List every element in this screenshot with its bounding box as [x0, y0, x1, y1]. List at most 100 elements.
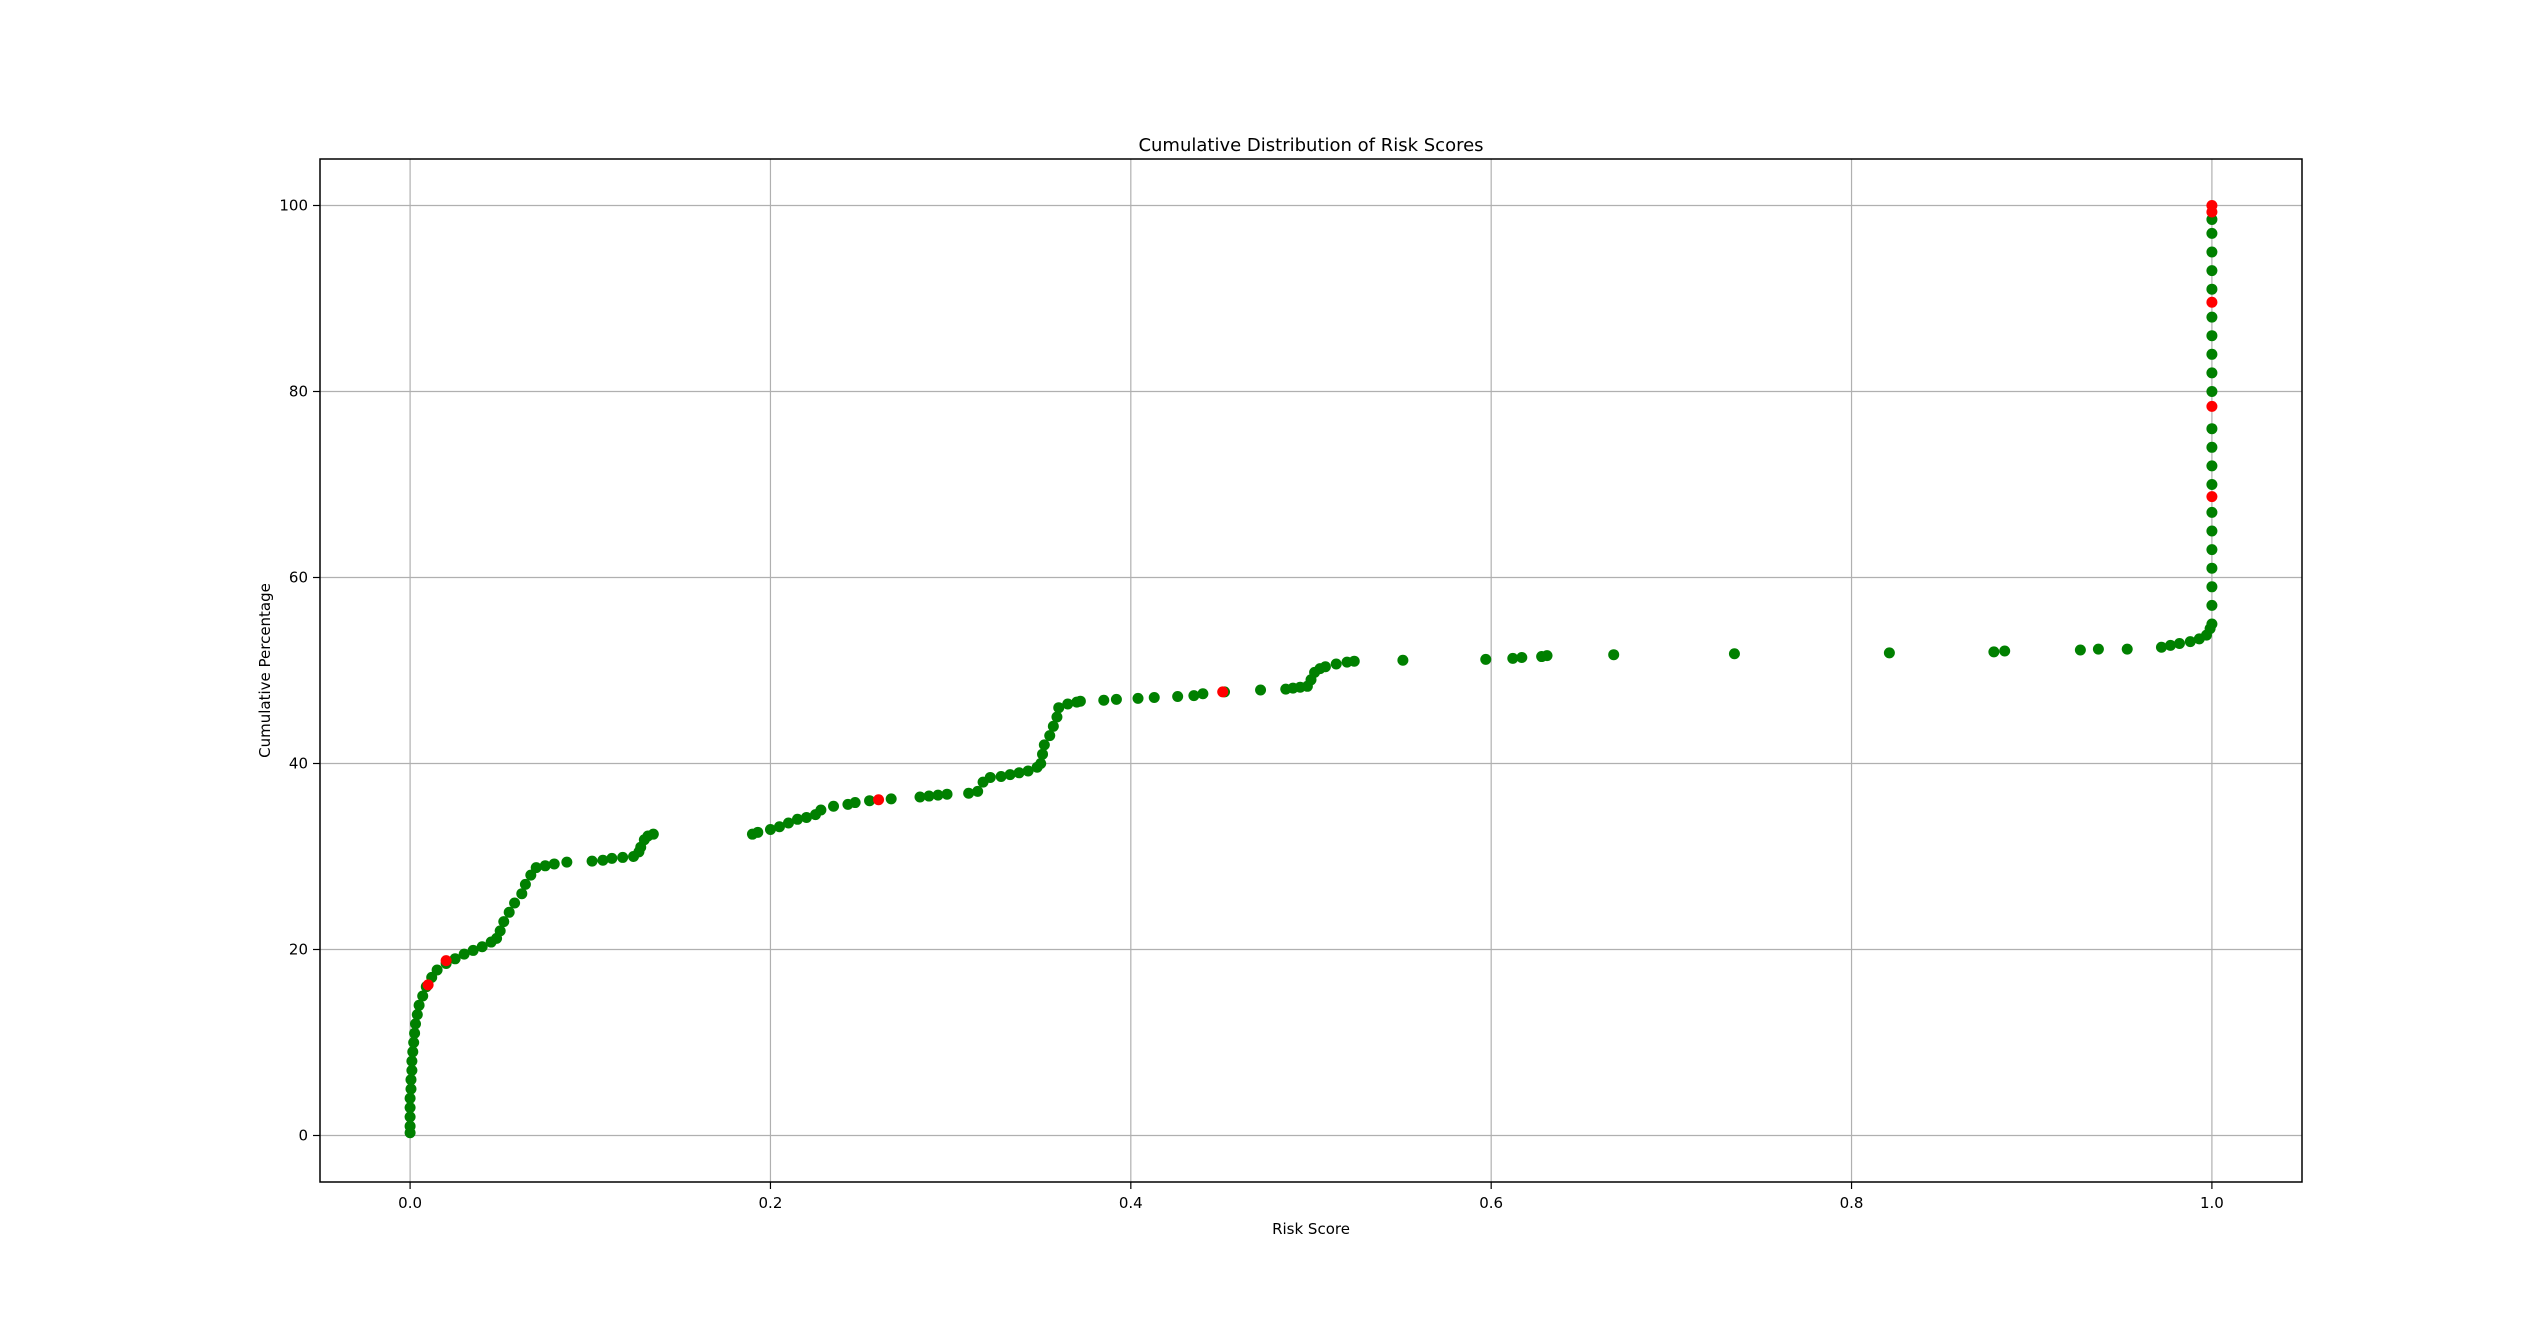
green-data-point — [2206, 506, 2218, 518]
green-data-point — [914, 791, 926, 803]
green-data-point — [2206, 618, 2218, 630]
green-data-point — [1022, 765, 1034, 777]
green-data-point — [885, 793, 897, 805]
red-data-point — [422, 979, 434, 991]
green-data-point — [1319, 661, 1331, 673]
green-data-point — [800, 811, 812, 823]
green-data-point — [773, 821, 785, 833]
green-data-point — [2206, 423, 2218, 435]
grid-lines — [320, 159, 2302, 1182]
green-data-point — [449, 953, 461, 965]
green-data-point — [2206, 246, 2218, 258]
green-data-point — [503, 906, 515, 918]
green-data-point — [1074, 695, 1086, 707]
green-data-point — [1516, 651, 1528, 663]
green-data-point — [2206, 367, 2218, 379]
green-data-point — [597, 854, 609, 866]
green-data-point — [1397, 654, 1409, 666]
y-tick-label: 20 — [289, 941, 308, 959]
green-data-point — [764, 824, 776, 836]
x-axis-label: Risk Score — [1272, 1220, 1350, 1238]
green-data-point — [404, 1092, 416, 1104]
green-data-point — [828, 800, 840, 812]
green-data-point — [586, 855, 598, 867]
green-data-point — [2173, 638, 2185, 650]
green-data-point — [1038, 739, 1050, 751]
green-data-point — [2206, 562, 2218, 574]
red-data-point — [1217, 686, 1229, 698]
red-data-point — [2206, 200, 2218, 211]
green-data-point — [431, 964, 443, 976]
x-tick-label: 0.8 — [1840, 1194, 1864, 1212]
green-data-point — [417, 990, 429, 1002]
red-data-point — [2206, 491, 2218, 503]
y-tick-label: 40 — [289, 755, 308, 773]
green-data-point — [467, 944, 479, 956]
green-data-point — [606, 852, 618, 864]
y-tick-label: 60 — [289, 569, 308, 587]
green-data-point — [561, 856, 573, 868]
green-data-point — [984, 771, 996, 783]
green-data-point — [2206, 460, 2218, 472]
green-data-point — [1037, 748, 1049, 760]
y-tick-label: 0 — [298, 1127, 308, 1145]
green-data-point — [2206, 330, 2218, 342]
green-data-point — [1507, 652, 1519, 664]
green-data-point — [1988, 646, 2000, 658]
green-data-point — [2206, 283, 2218, 295]
green-data-point — [409, 1018, 421, 1030]
green-data-point — [407, 1046, 419, 1058]
green-data-point — [617, 851, 629, 863]
green-data-point — [1883, 647, 1895, 659]
green-data-point — [411, 1009, 423, 1021]
green-data-point — [413, 999, 425, 1011]
green-data-point — [2206, 265, 2218, 277]
green-data-point — [2206, 479, 2218, 490]
red-data-point — [2206, 296, 2218, 308]
green-data-point — [864, 795, 876, 807]
green-data-point — [2206, 386, 2218, 397]
x-tick-label: 0.0 — [398, 1194, 422, 1212]
x-tick-label: 0.4 — [1119, 1194, 1143, 1212]
chart-title: Cumulative Distribution of Risk Scores — [1138, 135, 1483, 156]
green-data-point — [406, 1055, 418, 1067]
plot-frame — [319, 158, 2303, 1183]
axis-ticks: 0.0 0.2 0.4 0.6 0.8 1.0 0 20 40 60 80 100 — [279, 197, 2223, 1213]
green-data-point — [1062, 698, 1074, 710]
green-data-point — [404, 1102, 416, 1114]
green-data-point — [1188, 690, 1200, 702]
green-data-point — [476, 941, 488, 953]
green-data-point — [2206, 311, 2218, 323]
green-data-point — [1098, 694, 1110, 706]
green-data-point — [405, 1074, 417, 1086]
red-data-point — [2206, 400, 2218, 412]
green-data-point — [782, 817, 794, 829]
green-data-point — [941, 788, 953, 800]
green-data-point — [409, 1027, 421, 1039]
green-data-point — [2121, 643, 2133, 655]
green-data-point — [519, 878, 531, 890]
green-data-point — [995, 771, 1007, 783]
green-data-point — [404, 1120, 416, 1132]
green-data-point — [404, 1111, 416, 1123]
green-data-point — [406, 1064, 418, 1076]
green-data-point — [1172, 691, 1184, 703]
x-tick-label: 0.2 — [759, 1194, 783, 1212]
green-data-point — [972, 785, 984, 797]
green-data-point — [539, 860, 551, 872]
green-data-point — [2206, 544, 2218, 556]
green-data-point — [1013, 767, 1025, 779]
green-data-point — [1110, 693, 1122, 705]
green-data-point — [530, 862, 542, 874]
green-data-point — [1480, 653, 1492, 665]
green-data-point — [494, 925, 506, 937]
green-data-point — [1132, 692, 1144, 704]
green-data-point — [1148, 691, 1160, 703]
x-tick-label: 1.0 — [2200, 1194, 2224, 1212]
green-data-point — [2206, 227, 2218, 239]
green-data-point — [498, 916, 510, 928]
green-data-point — [509, 897, 521, 909]
y-axis-label: Cumulative Percentage — [256, 583, 274, 758]
green-data-point — [1330, 658, 1342, 670]
red-data-point — [873, 794, 885, 806]
